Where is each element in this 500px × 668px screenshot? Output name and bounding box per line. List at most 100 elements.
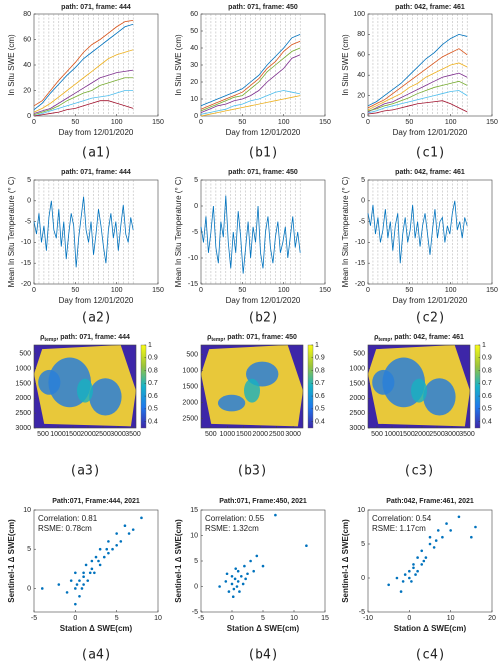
scatter-point [75, 583, 79, 586]
chart-title: ρtemp, path: 071, frame: 450 [207, 334, 297, 343]
scatter-point [231, 595, 235, 598]
scatter-point [86, 579, 90, 582]
y-tick-label: 0 [361, 113, 365, 120]
colorbar-tick-label: 1 [315, 342, 319, 349]
y-tick-label: 5 [194, 558, 198, 565]
scatter-point [105, 547, 109, 551]
x-tick-label: 1500 [65, 431, 81, 438]
x-tick-label: 2000 [80, 431, 96, 438]
x-tick-label: 2500 [269, 431, 285, 438]
y-tick-label: 0 [194, 583, 198, 590]
scatter-point [436, 529, 440, 532]
caption: (b3) [236, 464, 267, 479]
x-tick-label: 3000 [110, 431, 126, 438]
chart-title: path: 071, frame: 450 [228, 169, 298, 176]
x-axis-label: Day from 12/01/2020 [59, 296, 134, 305]
title-part: ρ [40, 334, 45, 341]
scatter-point [140, 516, 143, 520]
y-tick-label: 40 [357, 72, 365, 79]
colorbar-tick-label: 0.8 [482, 367, 492, 374]
scatter-point [420, 549, 424, 553]
x-tick-label: 2000 [252, 431, 268, 438]
scatter-point [470, 535, 473, 539]
x-tick-label: 1000 [220, 431, 236, 438]
map-patch [411, 378, 427, 403]
scatter-point [94, 555, 98, 559]
x-tick-label: 3000 [285, 431, 301, 438]
y-tick-label: 5 [194, 177, 198, 184]
x-axis-label: Day from 12/01/2020 [226, 128, 301, 137]
colorbar-tick-label: 0.6 [148, 393, 158, 400]
y-tick-label: 0 [361, 575, 365, 582]
series-line [367, 48, 468, 109]
scatter-point [399, 590, 403, 593]
x-tick-label: 0 [366, 287, 370, 294]
y-tick-label: -15 [355, 260, 365, 267]
x-tick-label: 3000 [444, 431, 460, 438]
y-axis-label: In Situ SWE (cm) [341, 34, 350, 96]
x-tick-label: 50 [71, 119, 79, 126]
x-tick-label: 50 [238, 119, 246, 126]
y-tick-label: 10 [190, 96, 198, 103]
x-tick-label: 0 [73, 615, 77, 622]
x-axis-label: Day from 12/01/2020 [59, 128, 134, 137]
plot-frame [33, 179, 159, 285]
x-tick-label: 100 [111, 287, 123, 294]
scatter-point [387, 583, 390, 587]
x-tick-label: 100 [445, 287, 457, 294]
title-part: ρ [374, 334, 379, 341]
scatter-point [412, 563, 415, 566]
y-tick-label: 100 [353, 11, 365, 18]
chart-title: path: 042, frame: 461 [395, 4, 465, 11]
series-line [200, 40, 301, 110]
scatter-point [225, 572, 229, 576]
x-axis-label: Day from 12/01/2020 [226, 296, 301, 305]
title-part: , path: 042, frame: 461 [390, 334, 464, 341]
map-patch [77, 378, 93, 403]
y-tick-label: 1000 [15, 366, 31, 373]
scatter-point [420, 563, 424, 566]
title-part: temp [378, 337, 390, 343]
colorbar-tick-label: 0.7 [315, 380, 325, 387]
colorbar [307, 344, 314, 429]
scatter-point [224, 580, 228, 583]
y-tick-label: 60 [23, 36, 31, 43]
caption: (a2) [80, 311, 111, 326]
scatter-point [131, 528, 135, 531]
x-tick-label: 100 [278, 287, 290, 294]
y-tick-label: 20 [23, 87, 31, 94]
scatter-point [403, 573, 407, 576]
scatter-point [84, 563, 88, 567]
y-axis-label: In Situ SWE (cm) [7, 34, 16, 96]
title-part: temp [44, 337, 56, 343]
series-line [367, 33, 468, 107]
scatter-point [127, 532, 131, 535]
y-tick-label: 5 [361, 541, 365, 548]
colorbar-tick-label: 0.9 [482, 355, 492, 362]
scatter-point [107, 540, 110, 543]
x-tick-label: 0 [199, 119, 203, 126]
colorbar-tick-label: 0.6 [315, 393, 325, 400]
y-tick-label: 0 [27, 198, 31, 205]
scatter-point [74, 587, 77, 590]
x-tick-label: 3500 [125, 431, 141, 438]
scatter-point [249, 559, 252, 563]
x-tick-label: 50 [405, 287, 413, 294]
colorbar-tick-label: 1 [482, 342, 486, 349]
colorbar-tick-label: 0.7 [482, 380, 492, 387]
x-axis-label: Station Δ SWE(cm) [394, 624, 467, 633]
colorbar-tick-label: 0.4 [148, 418, 158, 425]
y-tick-label: 0 [27, 585, 31, 592]
series-line [200, 90, 301, 115]
y-tick-label: 5 [27, 177, 31, 184]
scatter-point [111, 547, 114, 551]
series-line [200, 54, 301, 113]
scatter-point [305, 544, 308, 547]
y-tick-label: 10 [357, 507, 365, 514]
scatter-point [252, 569, 255, 573]
x-tick-label: 500 [371, 431, 383, 438]
colorbar-tick-label: 0.8 [148, 367, 158, 374]
series-line [33, 196, 134, 268]
series-line [367, 80, 468, 112]
x-tick-label: 10 [447, 615, 455, 622]
